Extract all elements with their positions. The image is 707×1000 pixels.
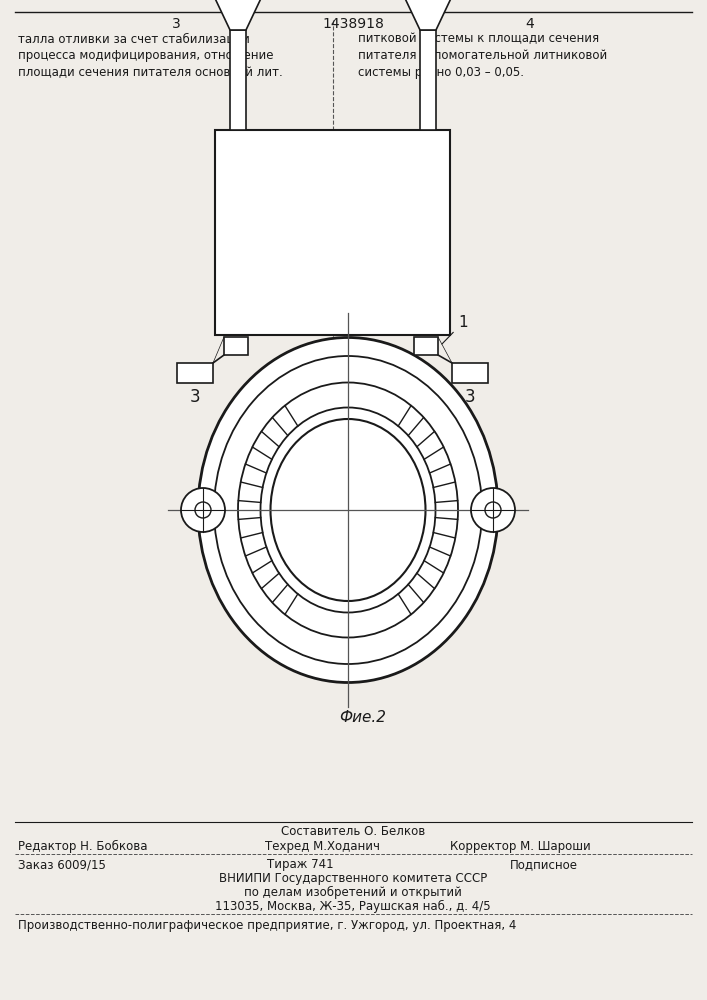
Text: Тираж 741: Тираж 741 — [267, 858, 333, 871]
Ellipse shape — [214, 356, 482, 664]
Bar — [224, 337, 248, 355]
Text: Фие.1: Фие.1 — [324, 415, 371, 430]
Text: 3: 3 — [172, 17, 180, 31]
Text: питателя вспомогательной литниковой: питателя вспомогательной литниковой — [358, 49, 607, 62]
Bar — [414, 337, 438, 355]
Text: ВНИИПИ Государственного комитета СССР: ВНИИПИ Государственного комитета СССР — [219, 872, 487, 885]
Ellipse shape — [238, 382, 458, 638]
Polygon shape — [212, 0, 264, 30]
Text: 1: 1 — [442, 315, 467, 344]
Text: 4: 4 — [0, 999, 1, 1000]
Text: Составитель О. Белков: Составитель О. Белков — [281, 825, 425, 838]
Text: Техред М.Ходанич: Техред М.Ходанич — [265, 840, 380, 853]
Text: Фие.2: Фие.2 — [339, 710, 387, 725]
Text: системы равно 0,03 – 0,05.: системы равно 0,03 – 0,05. — [358, 66, 524, 79]
Bar — [177, 363, 213, 383]
Polygon shape — [402, 0, 454, 30]
Ellipse shape — [485, 502, 501, 518]
Ellipse shape — [198, 338, 498, 682]
Ellipse shape — [181, 488, 225, 532]
Bar — [230, 30, 246, 130]
Bar — [452, 363, 488, 383]
Text: Корректор М. Шароши: Корректор М. Шароши — [450, 840, 591, 853]
Text: Производственно-полиграфическое предприятие, г. Ужгород, ул. Проектная, 4: Производственно-полиграфическое предприя… — [18, 919, 516, 932]
Text: талла отливки за счет стабилизации: талла отливки за счет стабилизации — [18, 32, 250, 45]
Text: 3: 3 — [464, 388, 475, 406]
Text: 113035, Москва, Ж-35, Раушская наб., д. 4/5: 113035, Москва, Ж-35, Раушская наб., д. … — [215, 900, 491, 913]
Ellipse shape — [260, 408, 436, 612]
Text: по делам изобретений и открытий: по делам изобретений и открытий — [244, 886, 462, 899]
Text: Редактор Н. Бобкова: Редактор Н. Бобкова — [18, 840, 148, 853]
Ellipse shape — [471, 488, 515, 532]
Text: 2: 2 — [0, 999, 1, 1000]
Text: 3: 3 — [189, 388, 200, 406]
Text: Подписное: Подписное — [510, 858, 578, 871]
Text: 1438918: 1438918 — [322, 17, 384, 31]
Ellipse shape — [195, 502, 211, 518]
Text: питковой системы к площади сечения: питковой системы к площади сечения — [358, 32, 599, 45]
Bar — [215, 130, 450, 335]
Bar — [420, 30, 436, 130]
Text: 4: 4 — [525, 17, 534, 31]
Text: площади сечения питателя основной лит.: площади сечения питателя основной лит. — [18, 66, 283, 79]
Text: процесса модифицирования, отношение: процесса модифицирования, отношение — [18, 49, 274, 62]
Ellipse shape — [271, 419, 426, 601]
Text: Заказ 6009/15: Заказ 6009/15 — [18, 858, 106, 871]
